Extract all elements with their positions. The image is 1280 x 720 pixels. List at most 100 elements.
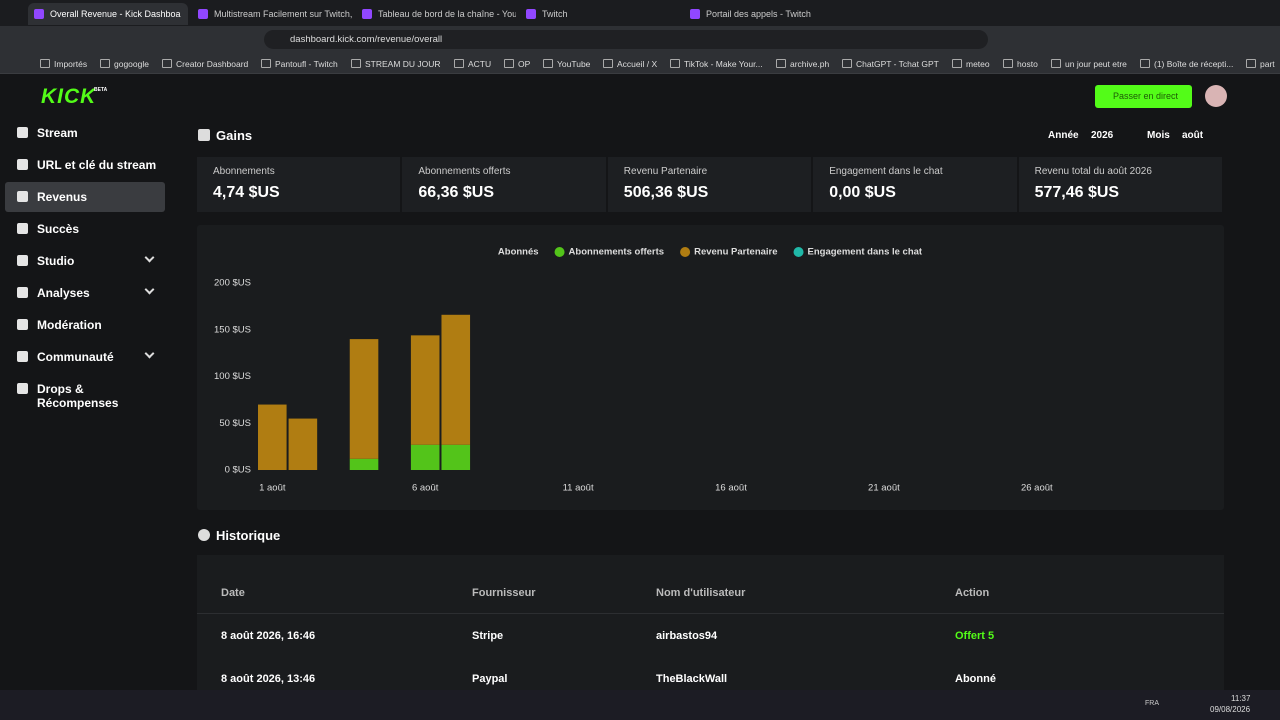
x-tick-label: 1 août bbox=[259, 483, 286, 494]
bookmark[interactable]: Importés bbox=[40, 59, 87, 69]
legend-label: Abonnés bbox=[498, 247, 539, 258]
legend-swatch bbox=[680, 247, 691, 257]
x-tick-label: 21 août bbox=[868, 483, 900, 494]
year-label: Année bbox=[1048, 130, 1079, 141]
stat-value: 506,36 $US bbox=[623, 184, 709, 201]
bar-segment bbox=[258, 404, 287, 470]
sidebar-item[interactable]: URL et clé du stream bbox=[5, 150, 165, 180]
table-cell: 8 août 2026, 13:46 bbox=[221, 673, 316, 685]
column-header: Date bbox=[221, 587, 245, 599]
stat-value: 4,74 $US bbox=[213, 184, 280, 201]
legend-label: Abonnements offerts bbox=[569, 247, 665, 258]
sidebar-item[interactable]: Drops & Récompenses bbox=[5, 374, 165, 410]
taskbar: FRA 11:37 09/08/2026 bbox=[0, 690, 1280, 720]
bookmark[interactable]: (1) Boîte de récepti... bbox=[1140, 59, 1233, 69]
y-tick-label: 0 $US bbox=[225, 465, 251, 476]
month-select[interactable]: août bbox=[1182, 130, 1204, 141]
stat-label: Revenu total du août 2026 bbox=[1034, 166, 1152, 177]
stat-card: Engagement dans le chat 0,00 $US bbox=[813, 157, 1017, 212]
table-cell: Offert 5 bbox=[955, 630, 995, 642]
bookmark[interactable]: OP bbox=[504, 59, 530, 69]
bar-segment bbox=[349, 339, 379, 459]
bookmark[interactable]: un jour peut etre bbox=[1051, 59, 1127, 69]
sidebar-item[interactable]: Analyses bbox=[5, 278, 165, 308]
y-tick-label: 50 $US bbox=[219, 418, 251, 429]
chevron bbox=[144, 284, 155, 295]
bookmark[interactable]: STREAM DU JOUR bbox=[351, 59, 441, 69]
legend-swatch bbox=[554, 247, 565, 257]
clock-date: 09/08/2026 bbox=[1210, 705, 1251, 714]
bookmarks-bar: Importés gogoogle Creator Dashboard Pantouf… bbox=[0, 52, 1280, 74]
legend-label: Revenu Partenaire bbox=[694, 247, 777, 258]
y-tick-label: 150 $US bbox=[214, 324, 251, 335]
stat-card: Revenu Partenaire 506,36 $US bbox=[607, 157, 812, 212]
go-live-button[interactable]: Passer en direct bbox=[1095, 85, 1192, 108]
chevron bbox=[144, 348, 155, 359]
tab-strip: Overall Revenue - Kick Dashboa Multistrea… bbox=[0, 0, 1280, 26]
stat-card: Revenu total du août 2026 577,46 $US bbox=[1018, 157, 1222, 212]
bookmark[interactable]: hosto bbox=[1003, 59, 1038, 69]
x-tick-label: 6 août bbox=[412, 483, 439, 494]
stat-label: Engagement dans le chat bbox=[829, 166, 943, 177]
y-tick-label: 100 $US bbox=[214, 371, 251, 382]
bookmark[interactable]: TikTok - Make Your... bbox=[670, 59, 763, 69]
bookmark[interactable]: gogoogle bbox=[100, 59, 149, 69]
stat-value: 0,00 $US bbox=[829, 184, 896, 201]
bookmark[interactable]: Creator Dashboard bbox=[162, 59, 248, 69]
column-header: Action bbox=[955, 587, 990, 599]
sidebar-item[interactable]: Communauté bbox=[5, 342, 165, 372]
bookmark[interactable]: ACTU bbox=[454, 59, 491, 69]
bar-segment bbox=[441, 444, 471, 470]
address-bar[interactable]: dashboard.kick.com/revenue/overall bbox=[264, 30, 988, 49]
revenue-chart: 0 $US 50 $US 100 $US 150 $US 200 $US 1 août 6 … bbox=[197, 225, 1224, 510]
bar-segment bbox=[410, 444, 440, 470]
logo[interactable]: KICK bbox=[41, 85, 97, 108]
table-cell: Abonné bbox=[955, 673, 996, 685]
stat-label: Abonnements bbox=[213, 166, 275, 177]
bar-segment bbox=[410, 335, 440, 445]
sidebar-item[interactable]: Revenus bbox=[5, 182, 165, 212]
divider bbox=[197, 613, 1224, 614]
bookmark[interactable]: Accueil / X bbox=[603, 59, 657, 69]
history-table: Date Fournisseur Nom d'utilisateur Action 8 … bbox=[197, 555, 1224, 690]
browser-tab[interactable]: Twitch bbox=[520, 3, 680, 25]
icon bbox=[198, 129, 210, 141]
bookmark[interactable]: YouTube bbox=[543, 59, 590, 69]
stat-card: Abonnements offerts 66,36 $US bbox=[402, 157, 606, 212]
icon bbox=[198, 529, 210, 541]
bar-segment bbox=[288, 418, 318, 470]
browser-tab[interactable]: Portail des appels - Twitch bbox=[684, 3, 844, 25]
browser-tab[interactable]: Multistream Facilement sur Twitch, Yo bbox=[192, 3, 352, 25]
chevron bbox=[144, 252, 155, 263]
x-tick-label: 26 août bbox=[1021, 483, 1053, 494]
table-cell: TheBlackWall bbox=[656, 673, 728, 685]
bar-segment bbox=[441, 314, 471, 445]
year-select[interactable]: 2026 bbox=[1091, 130, 1114, 141]
browser-tab[interactable]: Overall Revenue - Kick Dashboa bbox=[28, 3, 188, 25]
bookmark[interactable]: archive.ph bbox=[776, 59, 829, 69]
table-cell: Stripe bbox=[472, 630, 504, 642]
sidebar-item[interactable]: Succès bbox=[5, 214, 165, 244]
bookmark[interactable]: part bbox=[1246, 59, 1275, 69]
x-tick-label: 11 août bbox=[563, 483, 594, 494]
stat-value: 66,36 $US bbox=[418, 184, 494, 201]
clock-time: 11:37 bbox=[1231, 694, 1251, 703]
sidebar-item[interactable]: Modération bbox=[5, 310, 165, 340]
bookmark[interactable]: ChatGPT - Tchat GPT bbox=[842, 59, 939, 69]
language: FRA bbox=[1145, 700, 1159, 707]
browser-tab[interactable]: Tableau de bord de la chaîne - YouTu bbox=[356, 3, 516, 25]
bookmark[interactable]: Pantoufl - Twitch bbox=[261, 59, 338, 69]
table-cell: 8 août 2026, 16:46 bbox=[221, 630, 316, 642]
bookmark[interactable]: meteo bbox=[952, 59, 990, 69]
legend-swatch bbox=[793, 247, 804, 257]
sidebar-item[interactable]: Stream bbox=[5, 118, 165, 148]
sidebar-item[interactable]: Studio bbox=[5, 246, 165, 276]
table-cell: Paypal bbox=[472, 673, 508, 685]
stat-card: Abonnements 4,74 $US bbox=[197, 157, 401, 212]
avatar[interactable] bbox=[1205, 85, 1227, 107]
legend-label: Engagement dans le chat bbox=[808, 247, 923, 258]
month-label: Mois bbox=[1147, 130, 1170, 141]
y-tick-label: 200 $US bbox=[214, 278, 251, 289]
logo-badge: BETA bbox=[94, 87, 108, 93]
